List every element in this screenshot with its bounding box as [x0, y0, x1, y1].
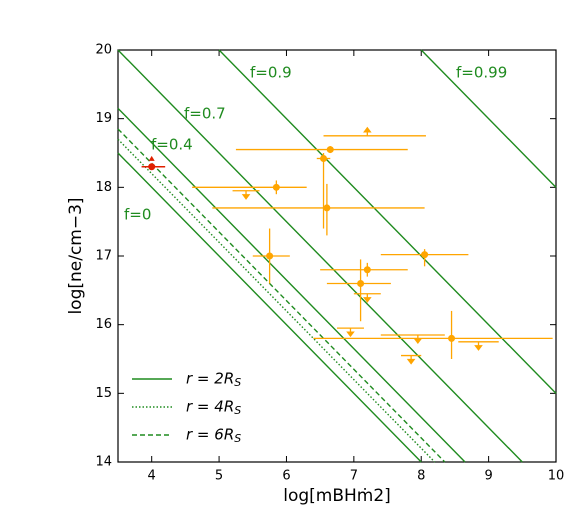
data-point [357, 279, 365, 287]
x-tick-label: 6 [282, 469, 290, 484]
data-point [326, 146, 334, 154]
model-line [117, 107, 466, 463]
model-line [117, 49, 523, 463]
limit-arrow [241, 190, 251, 200]
limit-arrow [363, 126, 372, 136]
limit-arrow [406, 355, 416, 365]
y-tick-label: 16 [95, 317, 112, 332]
model-line [218, 49, 557, 394]
x-tick-label: 10 [548, 469, 565, 484]
y-tick-label: 20 [95, 43, 112, 58]
x-tick-label: 8 [417, 469, 425, 484]
highlight-limit-arrow [148, 155, 155, 161]
y-axis-label: log[ne/cm−3] [66, 197, 86, 314]
y-tick-label: 19 [95, 111, 112, 126]
model-line [117, 152, 422, 463]
legend-label: r = 2RS [186, 370, 241, 390]
line-annotation: f=0.7 [184, 105, 226, 123]
limit-arrow [346, 328, 355, 338]
x-tick-label: 4 [148, 469, 156, 484]
line-annotation: f=0.4 [151, 136, 193, 154]
legend-label: r = 6RS [186, 426, 241, 446]
data-point [266, 252, 274, 260]
legend-label: r = 4RS [186, 398, 241, 418]
data-point [448, 334, 456, 342]
limit-arrow [474, 341, 483, 351]
data-point [320, 154, 328, 162]
line-annotation: f=0.99 [456, 64, 507, 82]
limit-arrow [413, 334, 423, 345]
y-tick-label: 14 [95, 455, 112, 470]
limit-arrow [363, 293, 372, 303]
y-tick-label: 17 [95, 249, 112, 264]
model-line [117, 128, 446, 463]
y-tick-label: 18 [95, 180, 112, 195]
line-annotation: f=0.9 [250, 64, 292, 82]
y-tick-label: 15 [95, 386, 112, 401]
line-annotation: f=0 [124, 206, 151, 224]
highlight-point [148, 163, 156, 171]
x-tick-label: 9 [484, 469, 492, 484]
x-tick-label: 7 [350, 469, 358, 484]
data-point [272, 183, 280, 191]
data-point [363, 266, 371, 274]
model-line [420, 49, 557, 188]
x-tick-label: 5 [215, 469, 223, 484]
data-point [421, 251, 429, 259]
x-axis-label: log[mBHṁ2] [283, 486, 391, 506]
data-point [323, 204, 331, 212]
